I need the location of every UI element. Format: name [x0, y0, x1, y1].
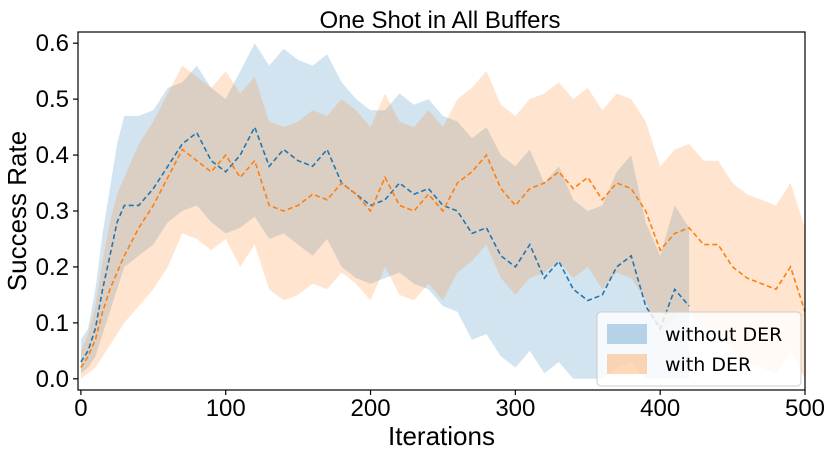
y-tick-label: 0.4	[36, 142, 69, 169]
y-tick-label: 0.1	[36, 310, 69, 337]
series-lines	[80, 125, 806, 369]
confidence-bands	[80, 43, 805, 379]
line-with-der	[80, 148, 806, 369]
x-axis-label: Iterations	[388, 421, 495, 451]
x-tick-label: 0	[74, 395, 87, 422]
chart-title: One Shot in All Buffers	[319, 7, 560, 34]
band-with-der	[80, 65, 805, 379]
legend-swatch-with-der	[607, 354, 647, 374]
legend-label-without-der: without DER	[665, 324, 782, 346]
x-tick-label: 100	[206, 395, 246, 422]
x-tick-label: 400	[640, 395, 680, 422]
band-without-der	[80, 43, 690, 379]
y-axis: 0.0 0.1 0.2 0.3 0.4 0.5 0.6	[36, 30, 78, 393]
y-axis-label: Success Rate	[2, 131, 32, 291]
y-tick-label: 0.5	[36, 86, 69, 113]
legend-label-with-der: with DER	[665, 354, 751, 376]
x-axis: 0 100 200 300 400 500	[74, 390, 825, 422]
x-tick-label: 300	[495, 395, 535, 422]
legend: without DER with DER	[596, 311, 802, 387]
legend-box	[596, 311, 802, 387]
x-tick-label: 500	[785, 395, 825, 422]
y-tick-label: 0.2	[36, 254, 69, 281]
x-tick-label: 200	[351, 395, 391, 422]
legend-swatch-without-der	[607, 324, 647, 344]
y-tick-label: 0.0	[36, 366, 69, 393]
y-tick-label: 0.6	[36, 30, 69, 57]
y-tick-label: 0.3	[36, 198, 69, 225]
